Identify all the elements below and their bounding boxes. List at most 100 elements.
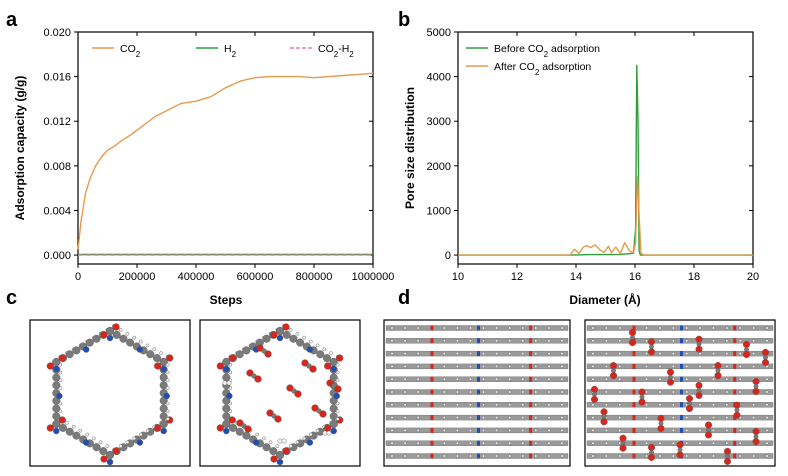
layer-hydrogen [468, 326, 472, 330]
layer-hydrogen [495, 339, 499, 343]
layer-heteroatom [529, 325, 533, 331]
layer-heteroatom [430, 351, 434, 357]
layer-hydrogen [685, 441, 689, 445]
chart-a-frame [77, 31, 374, 265]
layer-hydrogen [725, 390, 729, 394]
co2-oxygen [695, 345, 703, 353]
layer-hydrogen [508, 403, 512, 407]
layer-hydrogen [547, 454, 551, 458]
layer-hydrogen [403, 364, 407, 368]
co2-oxygen [256, 344, 264, 352]
legend-text-part: 2 [535, 68, 540, 77]
nitrogen-atom [276, 334, 284, 342]
co2-oxygen [600, 408, 608, 416]
nitrogen-atom [223, 365, 230, 373]
panel-c-structures [29, 319, 361, 467]
chart-b-series [458, 64, 753, 256]
layer-hydrogen [645, 416, 649, 420]
hydrogen-atom [105, 444, 110, 448]
layer-hydrogen [403, 403, 407, 407]
layer-heteroatom [529, 402, 533, 408]
layer-heteroatom [529, 363, 533, 369]
layer-hydrogen [468, 454, 472, 458]
layer-hydrogen [698, 377, 702, 381]
layer-hydrogen [403, 339, 407, 343]
layer-heteroatom [680, 363, 683, 369]
h2-atom [222, 380, 228, 386]
co2-oxygen [714, 362, 722, 370]
carbon-atom [119, 334, 128, 343]
hydrogen-atom [309, 339, 313, 344]
layer-hydrogen [547, 326, 551, 330]
layer-hydrogen [645, 454, 649, 458]
layer-heteroatom [733, 389, 737, 395]
layer-hydrogen [698, 403, 702, 407]
pristine-framework-structure [46, 323, 174, 466]
co2-oxygen [724, 457, 732, 465]
layer-hydrogen [455, 454, 459, 458]
co2-oxygen [591, 395, 599, 403]
layer-hydrogen [711, 403, 715, 407]
layer-hydrogen [534, 403, 538, 407]
layer-hydrogen [738, 377, 742, 381]
layer-hydrogen [403, 326, 407, 330]
co2-oxygen [733, 411, 741, 419]
oxygen-atom [112, 447, 120, 455]
layer-hydrogen [591, 416, 595, 420]
chart-a-xlabel: Steps [210, 293, 243, 307]
layer-hydrogen [534, 339, 538, 343]
h2-atom [281, 438, 287, 444]
chart-a-ylabel: Adsorption capacity (g/g) [13, 76, 27, 221]
hydrogen-atom [152, 347, 157, 352]
hydrogen-atom [159, 351, 163, 355]
panel-d-structures [383, 319, 776, 467]
hydrogen-atom [335, 378, 340, 383]
legend-text-part: After CO [494, 61, 535, 73]
layer-heteroatom [680, 325, 683, 331]
layer-heteroatom [430, 389, 434, 395]
layer-hydrogen [416, 352, 420, 356]
layer-hydrogen [455, 377, 459, 381]
x-tick-label: 16 [629, 271, 641, 283]
layer-hydrogen [547, 339, 551, 343]
layer-hydrogen [403, 390, 407, 394]
hydrogen-atom [165, 409, 170, 414]
carbon-atom [269, 447, 278, 456]
layer-hydrogen [468, 403, 472, 407]
co2-oxygen [648, 338, 656, 346]
layer-heteroatom [632, 453, 636, 459]
layer-hydrogen [725, 352, 729, 356]
layer-hydrogen [521, 428, 525, 432]
carbon-atom [152, 354, 161, 363]
layer-hydrogen [468, 416, 472, 420]
layer-hydrogen [468, 364, 472, 368]
x-tick-label: 0 [75, 271, 81, 283]
co2-oxygen [236, 419, 244, 427]
layer-hydrogen [591, 454, 595, 458]
layer-heteroatom [477, 389, 480, 395]
layer-hydrogen [534, 428, 538, 432]
layer-heteroatom [430, 338, 434, 344]
co2-oxygen [648, 453, 656, 461]
legend-label-h2: H2 [224, 43, 237, 59]
oxygen-atom [154, 424, 162, 432]
series-line-before [458, 64, 753, 256]
layer-heteroatom [529, 453, 533, 459]
layer-hydrogen [403, 428, 407, 432]
hydrogen-atom [132, 335, 136, 340]
hydrogen-atom [335, 417, 340, 421]
co2-oxygen [752, 428, 760, 436]
layer-hydrogen [591, 377, 595, 381]
co2-oxygen [319, 410, 327, 418]
h2-atom [226, 380, 232, 386]
layer-hydrogen [495, 390, 499, 394]
nitrogen-atom [330, 365, 337, 373]
layer-hydrogen [618, 416, 622, 420]
carbon-atom [92, 443, 101, 452]
layer-hydrogen [685, 364, 689, 368]
layer-hydrogen [416, 377, 420, 381]
oxygen-atom [58, 354, 66, 362]
layer-hydrogen [547, 377, 551, 381]
layer-hydrogen [671, 352, 675, 356]
x-tick-label: 14 [570, 271, 582, 283]
